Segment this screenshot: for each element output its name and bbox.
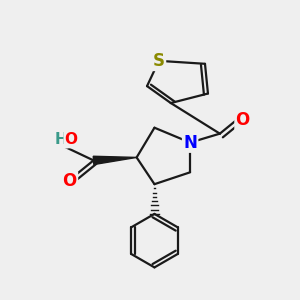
Text: O: O <box>63 172 77 190</box>
Text: O: O <box>65 132 78 147</box>
Text: S: S <box>153 52 165 70</box>
Polygon shape <box>93 156 136 165</box>
Text: N: N <box>183 134 197 152</box>
Text: H: H <box>55 132 67 147</box>
Text: O: O <box>236 111 250 129</box>
